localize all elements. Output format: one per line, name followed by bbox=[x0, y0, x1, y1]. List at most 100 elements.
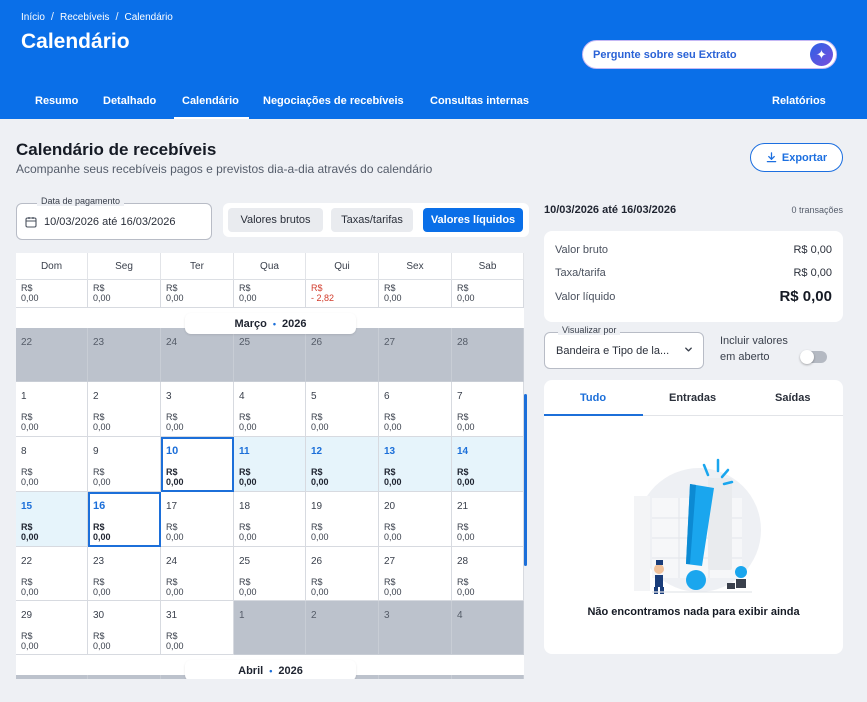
calendar-day-cell[interactable]: R$ 0,00 bbox=[379, 280, 452, 308]
download-icon bbox=[766, 152, 777, 163]
calendar-day-cell[interactable]: 2 R$ 0,00 bbox=[88, 382, 161, 437]
calendar-day-cell[interactable]: 22 bbox=[16, 328, 88, 382]
calendar-day-cell[interactable]: 26 bbox=[306, 328, 379, 382]
calendar-day-cell[interactable]: 22 R$ 0,00 bbox=[16, 547, 88, 601]
day-value: R$ 0,00 bbox=[457, 467, 475, 487]
day-amount: 0,00 bbox=[311, 477, 329, 487]
day-amount: 0,00 bbox=[21, 477, 39, 487]
calendar-day-cell[interactable]: 23 bbox=[88, 328, 161, 382]
calendar-day-cell[interactable]: 16 R$ 0,00 bbox=[88, 492, 161, 547]
tab-consultas-internas[interactable]: Consultas internas bbox=[430, 95, 530, 107]
calendar-day-cell[interactable]: 1 bbox=[234, 601, 306, 655]
day-amount: 0,00 bbox=[239, 293, 257, 303]
calendar-day-cell[interactable]: R$ 0,00 bbox=[88, 280, 161, 308]
tab-calendario[interactable]: Calendário bbox=[174, 88, 249, 119]
day-value: R$ 0,00 bbox=[239, 577, 257, 597]
sparkle-icon[interactable]: ✦ bbox=[810, 43, 833, 66]
calendar-day-cell[interactable]: 12 R$ 0,00 bbox=[306, 437, 379, 492]
calendar-day-cell[interactable]: 17 R$ 0,00 bbox=[161, 492, 234, 547]
day-value: R$ 0,00 bbox=[239, 412, 257, 432]
weekday-header: Qui bbox=[306, 253, 379, 280]
day-value: R$ 0,00 bbox=[311, 577, 329, 597]
day-currency: R$ bbox=[21, 577, 33, 587]
calendar-day-cell[interactable]: 2 bbox=[306, 601, 379, 655]
calendar-day-cell[interactable]: R$ 0,00 bbox=[234, 280, 306, 308]
day-amount: 0,00 bbox=[457, 532, 475, 542]
calendar-day-cell[interactable]: 5 R$ 0,00 bbox=[306, 382, 379, 437]
calendar-day-cell[interactable]: 28 bbox=[452, 328, 524, 382]
calendar-day-cell[interactable]: 25 bbox=[234, 328, 306, 382]
calendar-day-cell[interactable]: 1 R$ 0,00 bbox=[16, 382, 88, 437]
tab-entradas[interactable]: Entradas bbox=[669, 392, 717, 404]
export-button[interactable]: Exportar bbox=[750, 143, 843, 172]
calendar-scrollbar[interactable] bbox=[524, 394, 527, 566]
calendar-day-cell[interactable]: 14 R$ 0,00 bbox=[452, 437, 524, 492]
day-number: 28 bbox=[457, 337, 469, 348]
include-open-toggle[interactable] bbox=[800, 350, 827, 364]
breadcrumb-item-inicio[interactable]: Início bbox=[21, 11, 45, 23]
toggle-taxas-tarifas[interactable]: Taxas/tarifas bbox=[331, 208, 413, 232]
day-amount: 0,00 bbox=[166, 587, 184, 597]
calendar-day-cell[interactable]: 19 R$ 0,00 bbox=[306, 492, 379, 547]
ask-extrato-input[interactable]: Pergunte sobre seu Extrato ✦ bbox=[582, 40, 837, 69]
view-by-select[interactable]: Bandeira e Tipo de la... bbox=[544, 332, 704, 369]
calendar-day-cell[interactable]: R$ 0,00 bbox=[452, 280, 524, 308]
calendar-day-cell[interactable]: 10 R$ 0,00 bbox=[161, 437, 234, 492]
calendar-day-cell[interactable]: 28 R$ 0,00 bbox=[452, 547, 524, 601]
calendar-day-cell[interactable]: 26 R$ 0,00 bbox=[306, 547, 379, 601]
day-amount: 0,00 bbox=[239, 587, 257, 597]
calendar-day-cell[interactable]: 31 R$ 0,00 bbox=[161, 601, 234, 655]
tab-negociacoes[interactable]: Negociações de recebíveis bbox=[263, 95, 404, 107]
calendar-day-cell[interactable] bbox=[452, 675, 524, 679]
calendar-day-cell[interactable]: 30 R$ 0,00 bbox=[88, 601, 161, 655]
day-number: 10 bbox=[166, 445, 179, 457]
day-currency: R$ bbox=[457, 283, 469, 293]
tab-relatorios[interactable]: Relatórios bbox=[772, 95, 826, 107]
calendar-day-cell[interactable] bbox=[88, 675, 161, 679]
toggle-valores-brutos[interactable]: Valores brutos bbox=[228, 208, 323, 232]
calendar-day-cell[interactable]: 21 R$ 0,00 bbox=[452, 492, 524, 547]
tab-resumo[interactable]: Resumo bbox=[35, 95, 79, 107]
calendar-day-cell[interactable]: 23 R$ 0,00 bbox=[88, 547, 161, 601]
day-amount: 0,00 bbox=[384, 587, 402, 597]
calendar-day-cell[interactable]: 3 R$ 0,00 bbox=[161, 382, 234, 437]
calendar-day-cell[interactable]: 7 R$ 0,00 bbox=[452, 382, 524, 437]
day-amount: 0,00 bbox=[384, 477, 402, 487]
calendar-day-cell[interactable]: 20 R$ 0,00 bbox=[379, 492, 452, 547]
calendar-day-cell[interactable]: R$ - 2,82 bbox=[306, 280, 379, 308]
day-value: R$ 0,00 bbox=[384, 283, 402, 303]
calendar-day-cell[interactable]: 3 bbox=[379, 601, 452, 655]
calendar-day-cell[interactable]: 18 R$ 0,00 bbox=[234, 492, 306, 547]
calendar-day-cell[interactable] bbox=[16, 675, 88, 679]
weekday-header: Sex bbox=[379, 253, 452, 280]
calendar-day-cell[interactable]: 27 bbox=[379, 328, 452, 382]
calendar-day-cell[interactable] bbox=[379, 675, 452, 679]
calendar-day-cell[interactable]: 9 R$ 0,00 bbox=[88, 437, 161, 492]
calendar-day-cell[interactable]: 24 R$ 0,00 bbox=[161, 547, 234, 601]
calendar-day-cell[interactable]: R$ 0,00 bbox=[16, 280, 88, 308]
breadcrumb-item-recebiveis[interactable]: Recebíveis bbox=[59, 11, 110, 23]
payment-date-field[interactable]: 10/03/2026 até 16/03/2026 bbox=[16, 203, 212, 240]
tab-detalhado[interactable]: Detalhado bbox=[103, 95, 157, 107]
calendar-day-cell[interactable]: R$ 0,00 bbox=[161, 280, 234, 308]
calendar-day-cell[interactable]: 27 R$ 0,00 bbox=[379, 547, 452, 601]
calendar-day-cell[interactable]: 4 R$ 0,00 bbox=[234, 382, 306, 437]
calendar-day-cell[interactable]: 8 R$ 0,00 bbox=[16, 437, 88, 492]
tab-tudo[interactable]: Tudo bbox=[580, 392, 607, 404]
calendar-day-cell[interactable]: 24 bbox=[161, 328, 234, 382]
tab-saidas[interactable]: Saídas bbox=[775, 392, 811, 404]
toggle-valores-liquidos[interactable]: Valores líquidos bbox=[423, 208, 523, 232]
calendar-day-cell[interactable]: 13 R$ 0,00 bbox=[379, 437, 452, 492]
day-amount: 0,00 bbox=[457, 587, 475, 597]
calendar-day-cell[interactable]: 15 R$ 0,00 bbox=[16, 492, 88, 547]
breadcrumb-item-calendario: Calendário bbox=[124, 11, 173, 23]
calendar-day-cell[interactable]: 6 R$ 0,00 bbox=[379, 382, 452, 437]
day-value: R$ 0,00 bbox=[384, 522, 402, 542]
calendar-day-cell[interactable]: 11 R$ 0,00 bbox=[234, 437, 306, 492]
tab-divider bbox=[544, 415, 843, 416]
receivables-calendar: Dom Seg Ter Qua Qui Sex Sab R$ 0,00 R$ 0,00 R$ 0,00 R… bbox=[16, 253, 524, 679]
calendar-day-cell[interactable]: 4 bbox=[452, 601, 524, 655]
day-value: R$ 0,00 bbox=[21, 412, 39, 432]
calendar-day-cell[interactable]: 25 R$ 0,00 bbox=[234, 547, 306, 601]
calendar-day-cell[interactable]: 29 R$ 0,00 bbox=[16, 601, 88, 655]
